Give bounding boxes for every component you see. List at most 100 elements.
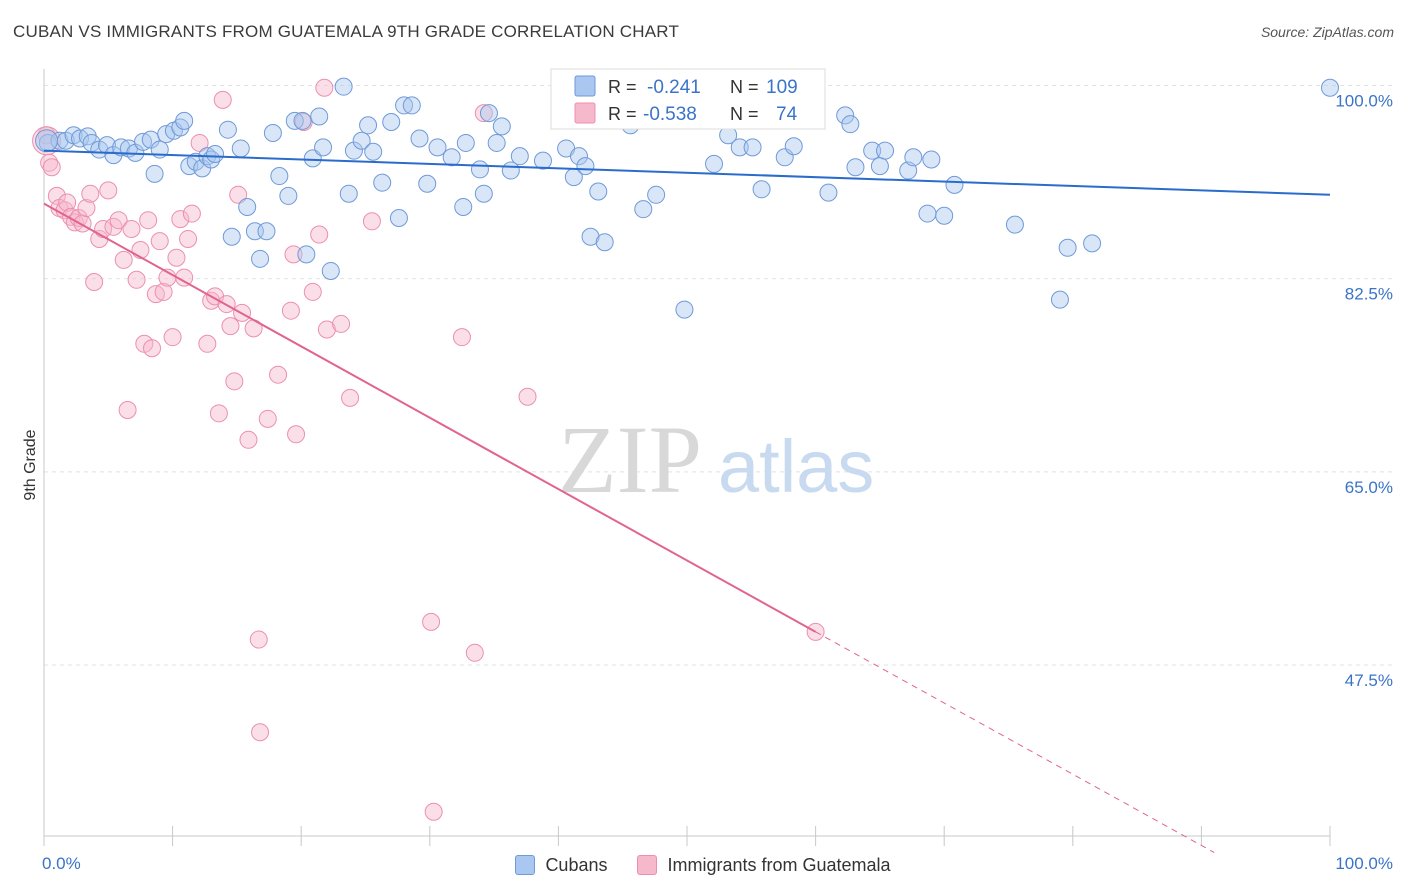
cubans-point: [647, 185, 666, 204]
legend-r-value-cubans: -0.241: [647, 77, 701, 98]
cubans-point: [841, 115, 860, 134]
guatemala-point: [284, 245, 303, 264]
guatemala-point: [362, 212, 381, 231]
guatemala-point: [424, 802, 443, 821]
y-axis-label: 9th Grade: [22, 429, 39, 500]
cubans-point: [145, 164, 164, 183]
cubans-point: [752, 180, 771, 199]
cubans-point: [870, 157, 889, 176]
watermark-zip: ZIP: [558, 406, 702, 513]
guatemala-point: [81, 184, 100, 203]
cubans-point: [492, 117, 511, 136]
cubans-point: [270, 167, 289, 186]
guatemala-point: [474, 104, 493, 123]
y-tick-label: 82.5%: [1345, 285, 1393, 304]
guatemala-point: [303, 282, 322, 301]
cubans-point: [112, 138, 131, 157]
cubans-point: [675, 300, 694, 319]
cubans-point: [442, 148, 461, 167]
cubans-point: [222, 227, 241, 246]
y-tick-label: 100.0%: [1335, 92, 1393, 111]
cubans-point: [285, 111, 304, 130]
cubans-point: [1005, 215, 1024, 234]
cubans-point: [293, 111, 312, 130]
cubans-point: [231, 139, 250, 158]
cubans-point: [819, 183, 838, 202]
cubans-point: [352, 131, 371, 150]
cubans-point: [456, 133, 475, 152]
guatemala-point: [154, 282, 173, 301]
guatemala-point: [341, 388, 360, 407]
guatemala-point: [131, 240, 150, 259]
cubans-point: [918, 204, 937, 223]
guatemala-point: [109, 211, 128, 230]
cubans-point: [373, 173, 392, 192]
guatemala-point: [118, 401, 137, 420]
chart-title: CUBAN VS IMMIGRANTS FROM GUATEMALA 9TH G…: [13, 22, 680, 41]
axes: [43, 69, 1331, 846]
cubans-point: [935, 206, 954, 225]
cubans-point: [595, 233, 614, 252]
legend-swatch-cubans: [515, 855, 536, 875]
guatemala-point: [58, 193, 77, 212]
guatemala-point: [465, 643, 484, 662]
cubans-point: [454, 197, 473, 216]
cubans-point: [1083, 234, 1102, 253]
cubans-point: [846, 158, 865, 177]
cubans-point: [321, 261, 340, 280]
guatemala-point: [221, 317, 240, 336]
guatemala-point: [213, 90, 232, 109]
cubans-point: [279, 186, 298, 205]
guatemala-point: [163, 328, 182, 347]
cubans-point: [206, 144, 225, 163]
guatemala-point: [182, 204, 201, 223]
series-guatemala-points: [32, 78, 825, 821]
legend-item-cubans[interactable]: Cubans: [515, 855, 607, 876]
cubans-point: [863, 141, 882, 160]
cubans-point: [569, 147, 588, 166]
cubans-point: [705, 154, 724, 173]
legend-label-cubans: Cubans: [545, 854, 608, 875]
cubans-point: [339, 184, 358, 203]
cubans-point: [1050, 290, 1069, 309]
guatemala-point: [77, 199, 96, 218]
guatemala-point: [150, 232, 169, 251]
cubans-point: [479, 104, 498, 123]
cubans-point: [904, 148, 923, 167]
y-tick-label: 47.5%: [1345, 671, 1393, 690]
legend-r-value-guatemala: -0.538: [643, 104, 697, 125]
y-tick-label: 65.0%: [1345, 478, 1393, 497]
guatemala-point: [167, 248, 186, 267]
cubans-point: [303, 149, 322, 168]
watermark-atlas: atlas: [718, 425, 874, 508]
cubans-point: [238, 197, 257, 216]
cubans-point: [263, 124, 282, 143]
guatemala-point: [269, 365, 288, 384]
guatemala-point: [225, 372, 244, 391]
tick-labels: 100.0% 82.5% 65.0% 47.5% 0.0% 100.0%: [42, 92, 1393, 873]
x-tick-label: 100.0%: [1335, 854, 1393, 873]
cubans-point: [389, 208, 408, 227]
source-credit: Source: ZipAtlas.com: [1260, 24, 1394, 40]
cubans-point: [410, 129, 429, 148]
series-cubans-points: [35, 77, 1339, 319]
cubans-point: [175, 111, 194, 130]
legend-item-guatemala[interactable]: Immigrants from Guatemala: [637, 855, 891, 876]
guatemala-point: [310, 225, 329, 244]
guatemala-point: [315, 78, 334, 97]
guatemala-point: [239, 430, 258, 449]
cubans-point: [418, 174, 437, 193]
cubans-point: [402, 96, 421, 115]
cubans-point: [581, 227, 600, 246]
guatemala-point: [179, 229, 198, 248]
guatemala-point: [127, 270, 146, 289]
cubans-point: [470, 160, 489, 179]
cubans-point: [344, 141, 363, 160]
cubans-point: [836, 106, 855, 125]
cubans-point: [487, 133, 506, 152]
cubans-point: [1058, 238, 1077, 257]
cubans-point: [1321, 78, 1339, 97]
legend-swatch-guatemala: [574, 102, 596, 124]
guatemala-point: [171, 210, 190, 229]
cubans-point: [589, 182, 608, 201]
